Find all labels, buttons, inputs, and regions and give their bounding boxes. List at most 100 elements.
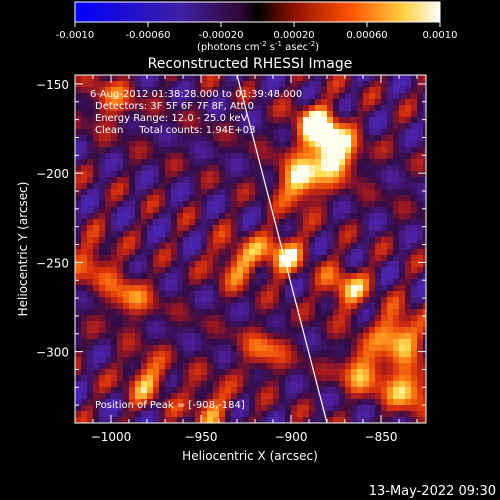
heatmap-cell (159, 321, 166, 328)
heatmap-cell (81, 183, 88, 190)
heatmap-cell (351, 291, 358, 298)
heatmap-cell (285, 249, 292, 256)
heatmap-cell (267, 333, 274, 340)
heatmap-cell (423, 279, 426, 286)
heatmap-cell (135, 105, 142, 112)
heatmap-cell (255, 195, 262, 202)
heatmap-cell (405, 111, 412, 118)
heatmap-image (75, 75, 426, 423)
heatmap-cell (387, 129, 394, 136)
heatmap-cell (369, 303, 376, 310)
heatmap-cell (321, 279, 328, 286)
heatmap-cell (285, 117, 292, 124)
heatmap-cell (75, 141, 82, 148)
heatmap-cell (141, 321, 148, 328)
heatmap-cell (357, 387, 364, 394)
heatmap-cell (207, 213, 214, 220)
heatmap-cell (321, 369, 328, 376)
heatmap-cell (237, 219, 244, 226)
heatmap-cell (411, 105, 418, 112)
heatmap-cell (129, 351, 136, 358)
heatmap-cell (87, 333, 94, 340)
heatmap-cell (183, 123, 190, 130)
heatmap-cell (165, 75, 172, 82)
heatmap-cell (333, 411, 340, 418)
heatmap-cell (117, 411, 124, 418)
heatmap-cell (297, 345, 304, 352)
heatmap-cell (99, 255, 106, 262)
heatmap-cell (183, 159, 190, 166)
heatmap-cell (75, 201, 82, 208)
heatmap-cell (81, 375, 88, 382)
heatmap-cell (249, 219, 256, 226)
heatmap-cell (99, 213, 106, 220)
heatmap-cell (225, 87, 232, 94)
heatmap-cell (147, 135, 154, 142)
heatmap-cell (237, 321, 244, 328)
heatmap-cell (231, 75, 238, 82)
heatmap-cell (375, 291, 382, 298)
heatmap-cell (87, 279, 94, 286)
heatmap-cell (393, 201, 400, 208)
heatmap-cell (351, 147, 358, 154)
heatmap-cell (117, 153, 124, 160)
heatmap-cell (231, 231, 238, 238)
heatmap-cell (261, 189, 268, 196)
heatmap-cell (225, 243, 232, 250)
heatmap-cell (93, 201, 100, 208)
heatmap-cell (417, 207, 424, 214)
x-tick-label: −900 (275, 430, 308, 444)
heatmap-cell (363, 417, 370, 423)
annotation-detectors: Detectors: 3F 5F 6F 7F 8F, Att 0 (95, 101, 254, 112)
heatmap-cell (99, 363, 106, 370)
heatmap-cell (249, 375, 256, 382)
heatmap-cell (135, 267, 142, 274)
heatmap-cell (351, 99, 358, 106)
heatmap-cell (381, 207, 388, 214)
heatmap-cell (267, 135, 274, 142)
heatmap-cell (141, 357, 148, 364)
heatmap-cell (129, 381, 136, 388)
heatmap-cell (363, 153, 370, 160)
heatmap-cell (111, 135, 118, 142)
heatmap-cell (387, 87, 394, 94)
heatmap-cell (273, 81, 280, 88)
heatmap-cell (165, 279, 172, 286)
heatmap-cell (111, 261, 118, 268)
heatmap-cell (369, 381, 376, 388)
heatmap-cell (297, 219, 304, 226)
heatmap-cell (171, 279, 178, 286)
heatmap-cell (87, 387, 94, 394)
heatmap-cell (363, 195, 370, 202)
heatmap-cell (255, 123, 262, 130)
heatmap-cell (177, 141, 184, 148)
heatmap-cell (375, 357, 382, 364)
heatmap-cell (147, 411, 154, 418)
heatmap-cell (129, 393, 136, 400)
heatmap-cell (171, 243, 178, 250)
heatmap-cell (189, 93, 196, 100)
heatmap-cell (243, 417, 250, 423)
heatmap-cell (159, 183, 166, 190)
heatmap-cell (171, 117, 178, 124)
heatmap-cell (93, 279, 100, 286)
heatmap-cell (387, 315, 394, 322)
heatmap-cell (147, 345, 154, 352)
heatmap-cell (129, 411, 136, 418)
heatmap-cell (405, 207, 412, 214)
heatmap-cell (309, 207, 316, 214)
heatmap-cell (219, 273, 226, 280)
heatmap-cell (129, 285, 136, 292)
heatmap-cell (399, 117, 406, 124)
heatmap-cell (273, 195, 280, 202)
heatmap-cell (243, 147, 250, 154)
heatmap-cell (231, 333, 238, 340)
heatmap-cell (351, 375, 358, 382)
heatmap-cell (93, 249, 100, 256)
heatmap-cell (297, 411, 304, 418)
heatmap-cell (339, 165, 346, 172)
heatmap-cell (381, 87, 388, 94)
heatmap-cell (339, 309, 346, 316)
heatmap-cell (303, 183, 310, 190)
heatmap-cell (231, 411, 238, 418)
